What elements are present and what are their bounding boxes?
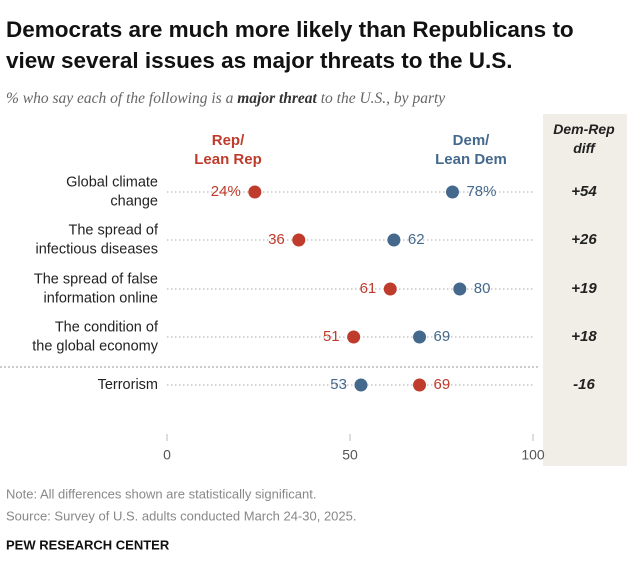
dot: [354, 378, 368, 392]
value-label: 61: [360, 280, 377, 297]
dot: [383, 282, 397, 296]
diff-label: +18: [571, 328, 597, 345]
chart-title: Democrats are much more likely than Repu…: [6, 17, 574, 73]
dot: [248, 185, 262, 199]
dot: [413, 330, 427, 344]
value-label: 62: [408, 231, 425, 248]
note: Note: All differences shown are statisti…: [6, 486, 316, 501]
legend-label: Dem/Lean Dem: [435, 132, 507, 168]
category-label: Global climate: [66, 174, 158, 190]
subtitle-part: % who say each of the following is a: [6, 90, 238, 107]
category-label: The spread of false: [34, 271, 158, 287]
value-label: 78%: [466, 183, 496, 200]
value-label: 69: [434, 376, 451, 393]
category-label: information online: [44, 290, 158, 306]
dot: [387, 233, 401, 247]
diff-label: +26: [571, 231, 597, 248]
dot: [347, 330, 361, 344]
dot: [445, 185, 459, 199]
category-label: infectious diseases: [35, 241, 158, 257]
subtitle-emphasis: major threat: [237, 90, 317, 107]
dot: [453, 282, 467, 296]
category-label: the global economy: [32, 338, 158, 354]
diff-label: +19: [571, 280, 597, 297]
value-label: 51: [323, 328, 340, 345]
value-label: 36: [268, 231, 285, 248]
x-tick-label: 50: [342, 447, 358, 463]
value-label: 80: [474, 280, 491, 297]
category-label: change: [110, 193, 158, 209]
diff-column-bg: [543, 114, 627, 466]
legend-label: Rep/Lean Rep: [194, 132, 262, 168]
category-label: The condition of: [55, 319, 159, 335]
dot: [413, 378, 427, 392]
value-label: 69: [434, 328, 451, 345]
x-tick-label: 0: [163, 447, 171, 463]
diff-label: -16: [573, 376, 595, 393]
subtitle-part: to the U.S., by party: [316, 90, 446, 107]
subtitle: % who say each of the following is a maj…: [6, 90, 445, 108]
value-label: 53: [330, 376, 347, 393]
source: Source: Survey of U.S. adults conducted …: [6, 508, 356, 523]
x-tick-label: 100: [521, 447, 545, 463]
diff-label: +54: [571, 183, 597, 200]
dot: [292, 233, 306, 247]
credit: PEW RESEARCH CENTER: [6, 537, 170, 552]
diff-title: Dem-Rep diff: [553, 121, 615, 156]
category-label: Terrorism: [98, 377, 158, 393]
category-label: The spread of: [69, 222, 159, 238]
value-label: 24%: [211, 183, 241, 200]
